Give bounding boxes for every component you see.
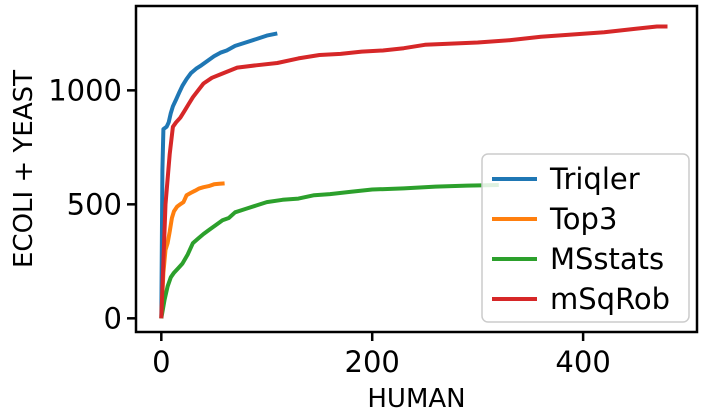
- series-lines: [159, 24, 668, 319]
- legend: Triqler Top3 MSstats mSqRob: [481, 153, 690, 323]
- legend-label-triqler: Triqler: [549, 162, 640, 196]
- legend-label-msstats: MSstats: [550, 242, 664, 276]
- series-line-top3: [159, 181, 225, 319]
- x-tick-label: 400: [555, 345, 610, 379]
- y-axis-label: ECOLI + YEAST: [9, 70, 39, 268]
- x-tick-label: 200: [345, 345, 400, 379]
- series-line-msstats: [159, 183, 499, 319]
- legend-box: [481, 153, 690, 323]
- axis-ticks: 0 200 400 0 500 1000: [48, 73, 611, 379]
- x-axis-label: HUMAN: [367, 384, 465, 414]
- series-line-triqler: [159, 31, 278, 319]
- legend-label-top3: Top3: [549, 202, 617, 236]
- y-tick-label: 1000: [48, 73, 122, 107]
- y-tick-label: 500: [67, 187, 122, 221]
- x-tick-label: 0: [152, 345, 170, 379]
- plot-frame: [134, 4, 699, 334]
- y-tick-label: 0: [104, 301, 122, 335]
- series-line-msqrob: [159, 24, 668, 319]
- legend-label-msqrob: mSqRob: [550, 282, 670, 316]
